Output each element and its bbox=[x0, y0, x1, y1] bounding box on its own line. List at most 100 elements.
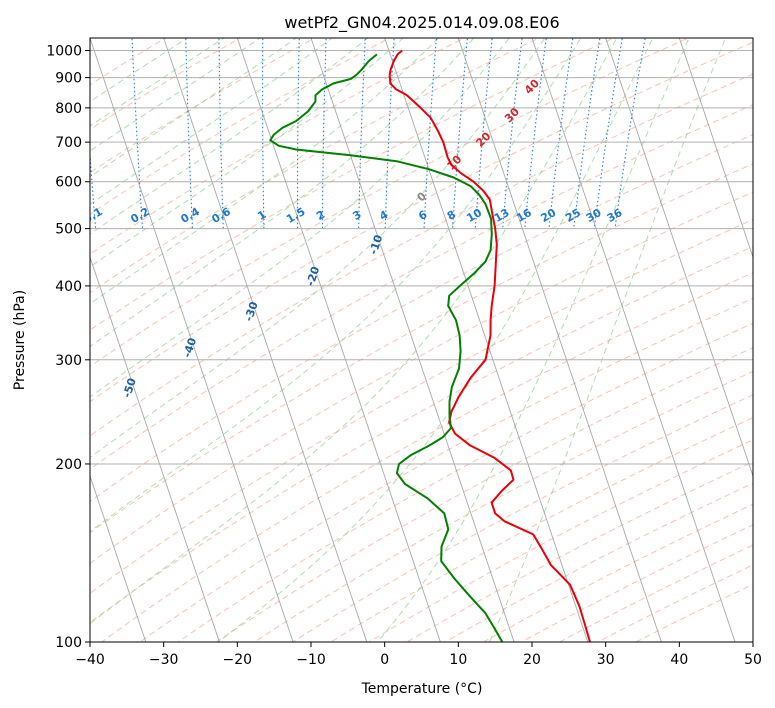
isotherm-line bbox=[384, 38, 589, 642]
dry-adiabat-line bbox=[139, 297, 753, 642]
isotherm-label: -30 bbox=[242, 300, 261, 323]
chart-title: wetPf2_GN04.2025.014.09.08.E06 bbox=[284, 13, 559, 33]
y-tick-label: 800 bbox=[55, 101, 82, 117]
x-axis-label: Temperature (°C) bbox=[361, 681, 483, 697]
plot-area: -100-90-80-70-60-50-40-30-20-10 0.10.20.… bbox=[90, 38, 753, 642]
isotherm-label: -10 bbox=[367, 233, 386, 256]
y-tick-label: 1000 bbox=[46, 44, 82, 60]
isotherm-line bbox=[605, 38, 753, 478]
dry-adiabats bbox=[90, 38, 753, 642]
y-tick-label: 900 bbox=[55, 71, 82, 87]
temperature-profile-line bbox=[388, 49, 591, 642]
isotherm-line bbox=[531, 38, 736, 642]
mixing-ratio-line bbox=[548, 38, 574, 229]
mixing-ratio-line bbox=[614, 38, 646, 229]
mixing-ratio-line bbox=[502, 38, 523, 229]
pressure-gridlines bbox=[90, 50, 753, 642]
isotherm-line bbox=[163, 38, 368, 642]
x-tick-label: 10 bbox=[449, 652, 467, 668]
profile-series bbox=[269, 49, 591, 642]
moist-adiabats bbox=[90, 38, 727, 642]
isotherms bbox=[90, 38, 753, 642]
moist-adiabat-line bbox=[90, 38, 369, 235]
mixing-ratio-line bbox=[573, 38, 601, 229]
isotherm-line bbox=[457, 38, 662, 642]
isotherm-line bbox=[310, 38, 515, 642]
dry-adiabat-line bbox=[90, 191, 753, 564]
dry-adiabat-line bbox=[90, 38, 541, 294]
y-tick-label: 200 bbox=[55, 457, 82, 473]
y-tick-label: 400 bbox=[55, 279, 82, 295]
isotherm-line bbox=[678, 38, 753, 259]
y-tick-label: 600 bbox=[55, 175, 82, 191]
isotherm-label: -50 bbox=[120, 376, 139, 399]
mixing-ratio-line bbox=[321, 38, 327, 229]
mixing-ratio-line bbox=[452, 38, 469, 229]
moist-adiabat-line bbox=[217, 38, 654, 642]
dry-adiabat-line bbox=[292, 394, 753, 642]
moist-adiabat-line bbox=[90, 38, 298, 178]
dry-adiabat-line bbox=[90, 134, 753, 502]
x-tick-label: 40 bbox=[670, 652, 688, 668]
x-tick-label: 20 bbox=[523, 652, 541, 668]
y-tick-label: 500 bbox=[55, 222, 82, 238]
x-tick-label: −30 bbox=[149, 652, 179, 668]
moist-adiabat-line bbox=[488, 38, 727, 642]
mixing-ratio-line bbox=[358, 38, 366, 229]
x-tick-label: −20 bbox=[223, 652, 253, 668]
isotherm-labels: -100-90-80-70-60-50-40-30-20-10 bbox=[120, 233, 386, 400]
dry-adiabat-line bbox=[90, 219, 753, 594]
mixing-ratio-line bbox=[262, 38, 265, 229]
moist-adiabat-line bbox=[90, 38, 440, 305]
dry-adiabat-line bbox=[90, 245, 753, 623]
y-tick-label: 700 bbox=[55, 135, 82, 151]
dry-adiabat-line bbox=[90, 73, 753, 437]
dry-adiabat-line bbox=[90, 104, 753, 470]
mixing-ratio-line bbox=[185, 38, 194, 229]
moist-adiabat-line bbox=[90, 38, 262, 152]
dry-adiabat-line bbox=[101, 272, 753, 642]
moist-adiabat-line bbox=[90, 38, 546, 459]
y-axis-label: Pressure (hPa) bbox=[12, 290, 28, 390]
isotherm-label: -40 bbox=[181, 336, 200, 359]
dry-adiabat-line bbox=[254, 370, 753, 642]
isotherm-label: -20 bbox=[304, 264, 323, 287]
y-tick-label: 100 bbox=[55, 635, 82, 651]
dry-adiabat-line bbox=[90, 38, 615, 331]
isotherm-line bbox=[90, 255, 220, 642]
dry-adiabat-line bbox=[216, 347, 753, 642]
dry-adiabat-line bbox=[445, 482, 753, 642]
x-tick-label: 50 bbox=[744, 652, 762, 668]
x-tick-label: 30 bbox=[597, 652, 615, 668]
mixing-ratio-line bbox=[423, 38, 437, 229]
x-tick-label: −10 bbox=[296, 652, 326, 668]
mixing-ratio-line bbox=[593, 38, 623, 229]
isotherm-line bbox=[90, 474, 147, 642]
dry-adiabat-line bbox=[90, 38, 316, 174]
x-axis: −40 −30 −20 −10 0 10 20 30 40 50 bbox=[75, 642, 762, 668]
isotherm-line bbox=[90, 38, 294, 642]
mixing-ratio-line bbox=[218, 38, 224, 229]
x-tick-label: 0 bbox=[380, 652, 389, 668]
mixing-ratio-line bbox=[297, 38, 300, 229]
dry-adiabat-line bbox=[90, 163, 753, 534]
y-axis: 100 200 300 400 500 600 700 800 900 1000 bbox=[46, 44, 90, 651]
x-tick-label: −40 bbox=[75, 652, 105, 668]
moist-adiabat-line bbox=[90, 38, 511, 398]
dry-adiabat-line bbox=[368, 439, 753, 642]
y-tick-label: 300 bbox=[55, 353, 82, 369]
mixing-ratio-line bbox=[524, 38, 547, 229]
mixing-ratio-line bbox=[131, 38, 144, 229]
dry-adiabat-line bbox=[177, 322, 753, 642]
dry-adiabat-line bbox=[90, 41, 753, 403]
plot-frame bbox=[89, 37, 754, 643]
dry-adiabat-line bbox=[330, 417, 753, 642]
mixing-ratio-line bbox=[474, 38, 493, 229]
mixing-ratio-line bbox=[90, 148, 97, 229]
moist-adiabat-line bbox=[90, 38, 333, 205]
moist-adiabat-line bbox=[90, 38, 404, 268]
dewpoint-profile-line bbox=[269, 53, 504, 642]
dry-adiabat-line bbox=[406, 461, 753, 642]
